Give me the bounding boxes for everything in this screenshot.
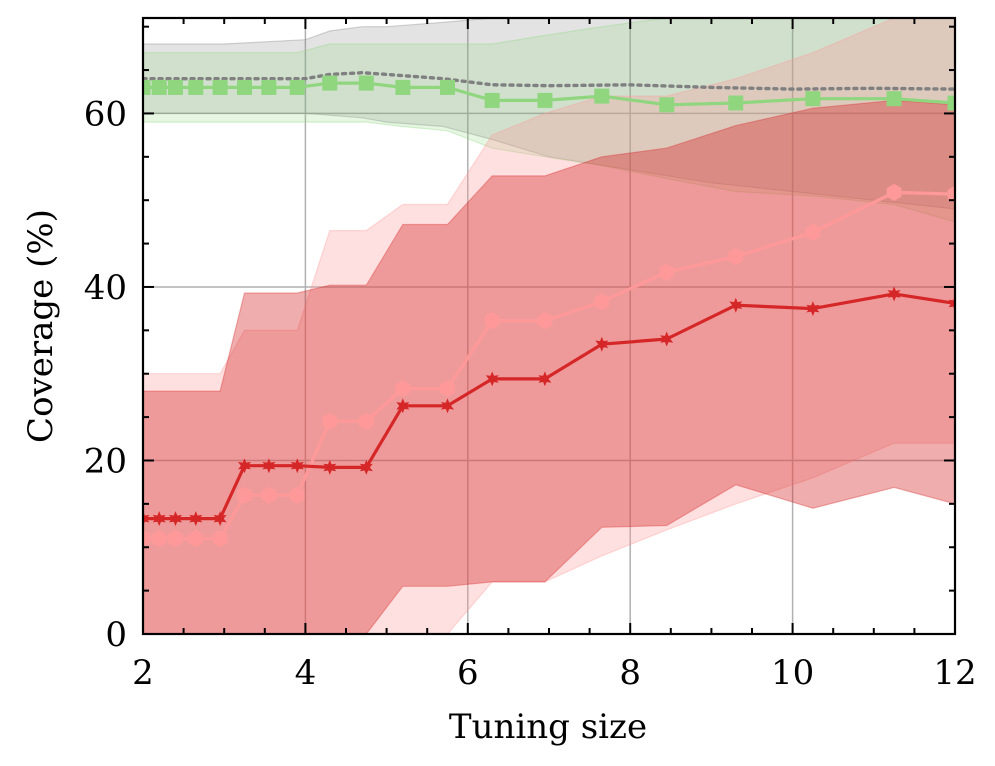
marker-star: [169, 511, 182, 527]
marker-star: [152, 511, 166, 527]
y-tick-label: 0: [105, 615, 127, 655]
x-tick-label: 6: [457, 653, 479, 693]
x-tick-label: 8: [619, 653, 641, 693]
marker-hexagon: [537, 312, 553, 330]
marker-hexagon: [322, 412, 338, 430]
marker-hexagon: [358, 412, 374, 430]
x-tick-label: 2: [132, 653, 154, 693]
marker-hexagon: [261, 486, 277, 504]
y-tick-labels: 0 20 40 60: [84, 94, 127, 655]
series-markers: [143, 75, 955, 548]
y-tick-label: 20: [84, 441, 127, 481]
marker-star: [359, 459, 373, 475]
marker-star: [213, 511, 227, 527]
band-0: [143, 18, 955, 210]
marker-star: [238, 458, 251, 474]
marker-star: [441, 398, 454, 414]
series-line-0: [143, 70, 955, 91]
marker-hexagon: [947, 185, 955, 203]
x-tick-label: 4: [295, 653, 317, 693]
marker-square: [151, 79, 167, 95]
marker-square: [289, 79, 305, 95]
marker-square: [322, 75, 338, 91]
marker-square: [358, 75, 374, 91]
y-axis-title: Coverage (%): [21, 209, 61, 443]
marker-hexagon: [289, 486, 305, 504]
marker-square: [659, 97, 675, 113]
marker-hexagon: [188, 530, 204, 548]
band-3: [143, 99, 955, 634]
marker-hexagon: [440, 380, 455, 397]
x-axis-title: Tuning size: [449, 707, 647, 747]
y-tick-label: 40: [84, 268, 127, 308]
marker-star: [948, 295, 955, 311]
x-tick-label: 10: [771, 653, 814, 693]
marker-star: [660, 331, 674, 347]
marker-square: [594, 88, 610, 104]
marker-star: [806, 301, 820, 317]
marker-square: [212, 79, 228, 95]
marker-star: [290, 458, 304, 474]
marker-star: [729, 297, 743, 313]
marker-square: [728, 95, 744, 111]
marker-hexagon: [212, 530, 228, 548]
marker-square: [440, 79, 455, 95]
marker-hexagon: [484, 312, 500, 330]
marker-hexagon: [395, 380, 411, 397]
marker-star: [262, 458, 276, 474]
marker-star: [485, 371, 499, 387]
x-tick-labels: 2 4 6 8 10 12: [132, 653, 976, 693]
marker-square: [188, 79, 204, 95]
marker-square: [167, 79, 183, 95]
marker-star: [143, 511, 150, 527]
marker-hexagon: [168, 530, 183, 548]
marker-hexagon: [594, 293, 610, 311]
marker-star: [595, 336, 609, 352]
marker-star: [396, 398, 410, 414]
y-tick-label: 60: [84, 94, 127, 134]
marker-square: [886, 91, 902, 107]
marker-hexagon: [886, 183, 902, 201]
band-1: [143, 18, 955, 223]
marker-hexagon: [805, 223, 821, 241]
marker-hexagon: [237, 486, 252, 504]
marker-square: [484, 92, 500, 108]
marker-hexagon: [151, 530, 167, 548]
marker-star: [887, 286, 901, 302]
marker-square: [537, 92, 553, 108]
marker-hexagon: [659, 263, 675, 281]
marker-square: [805, 91, 821, 107]
marker-star: [323, 459, 337, 475]
marker-square: [237, 79, 252, 95]
marker-square: [261, 79, 277, 95]
marker-star: [189, 511, 203, 527]
series-line-3: [143, 292, 955, 521]
marker-star: [538, 371, 552, 387]
marker-square: [947, 95, 955, 111]
axes-frame: [141, 16, 957, 636]
marker-hexagon: [143, 530, 151, 548]
confidence-bands: [143, 18, 955, 634]
marker-square: [395, 79, 411, 95]
marker-square: [143, 79, 151, 95]
x-tick-label: 12: [933, 653, 976, 693]
marker-hexagon: [728, 248, 744, 266]
